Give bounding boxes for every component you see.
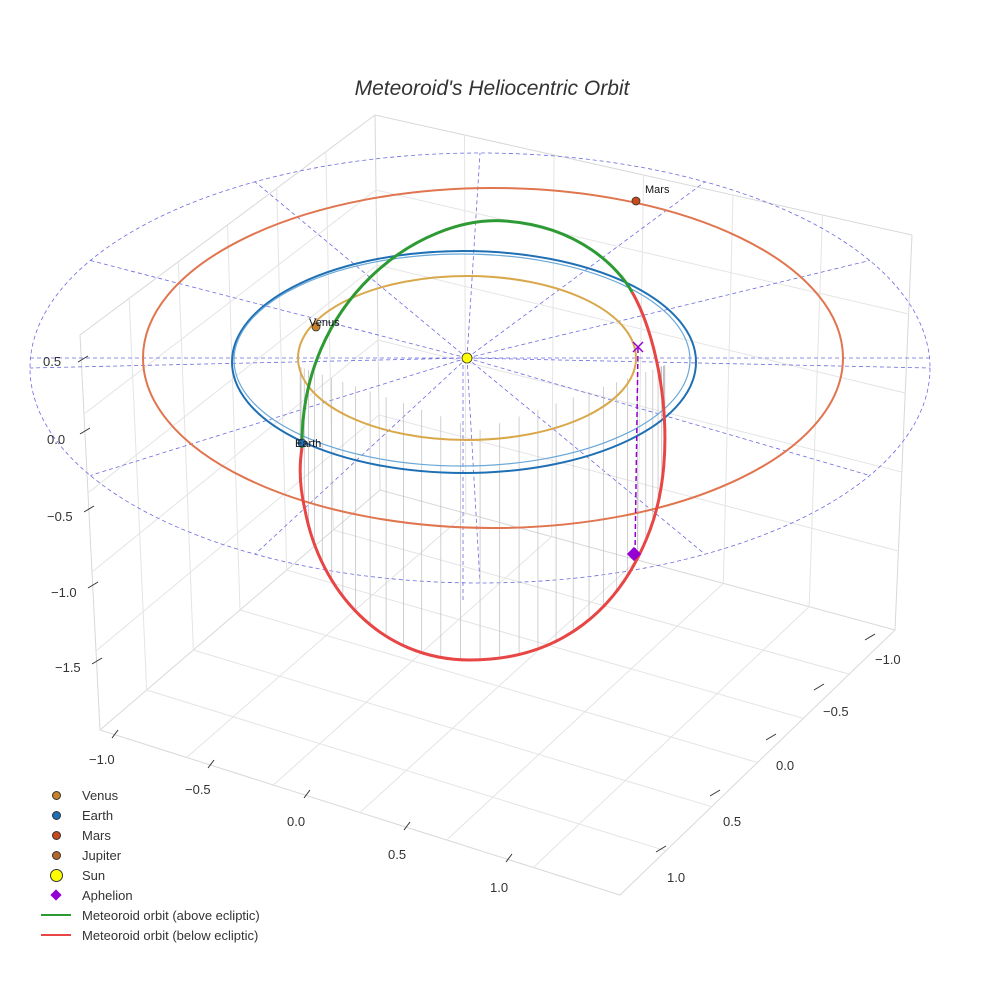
earth-orbit (231, 250, 697, 474)
y-tick-label: −1.0 (875, 652, 901, 667)
radial-guide-line (466, 181, 706, 359)
wall-grid-line (87, 264, 378, 494)
aphelion-projection-x (632, 341, 644, 353)
wall-grid-line (325, 151, 334, 531)
chart-title: Meteoroid's Heliocentric Orbit (355, 77, 631, 100)
legend-label: Earth (82, 807, 114, 823)
legend-label: Sun (82, 867, 106, 883)
y-tick-label: 0.0 (776, 758, 794, 773)
y-axis: −1.0 −0.5 0.0 0.5 1.0 (655, 633, 901, 885)
radial-guide-line (466, 260, 870, 359)
x-tick-label: 0.5 (388, 847, 406, 862)
legend-swatch (40, 825, 72, 845)
wall-grid-line (95, 414, 380, 652)
mars-orbit (142, 187, 844, 529)
legend: Venus Earth Mars Jupiter Sun Aphelion Meteoroi… (40, 785, 260, 945)
venus-marker (311, 322, 321, 332)
wall-grid-line (276, 188, 288, 571)
y-tick-label: 1.0 (667, 870, 685, 885)
legend-label: Meteoroid orbit (below ecliptic) (82, 927, 259, 943)
floor-grid-line (239, 609, 758, 763)
floor-grid-line (333, 529, 850, 675)
legend-item[interactable]: Aphelion (40, 885, 260, 905)
wall-grid-line (464, 134, 467, 514)
wall-grid-line (376, 264, 906, 394)
wall-grid-line (551, 154, 555, 537)
z-tick-label: −0.5 (47, 509, 73, 524)
axes-box (79, 114, 913, 896)
legend-swatch (40, 805, 72, 825)
wall-grid-line (722, 194, 734, 584)
wall-grid-line (808, 214, 823, 607)
wall-grid-line (375, 189, 909, 315)
aphelion-projection-line (634, 347, 639, 555)
venus-orbit (297, 275, 637, 441)
legend-item[interactable]: Mars (40, 825, 260, 845)
x-tick-label: 1.0 (490, 880, 508, 895)
sun-marker (461, 352, 473, 364)
z-tick-label: −1.0 (51, 585, 77, 600)
meteoroid-orbit-above (300, 219, 634, 449)
legend-swatch (40, 785, 72, 805)
x-tick-label: −0.5 (185, 782, 211, 797)
venus-label: Venus (309, 317, 340, 329)
earth-marker (297, 438, 307, 448)
legend-label: Mars (82, 827, 111, 843)
wall-grid-line (128, 298, 148, 691)
legend-item[interactable]: Meteoroid orbit (above ecliptic) (40, 905, 260, 925)
legend-swatch (40, 925, 72, 945)
x-tick-label: −1.0 (89, 752, 115, 767)
legend-label: Venus (82, 787, 119, 803)
z-tick-label: 0.0 (47, 432, 65, 447)
legend-item[interactable]: Meteoroid orbit (below ecliptic) (40, 925, 260, 945)
y-tick-label: −0.5 (823, 704, 849, 719)
x-tick-label: 0.0 (287, 814, 305, 829)
x-axis: −1.0 −0.5 0.0 0.5 1.0 (89, 729, 513, 895)
radial-guide-line (29, 357, 468, 369)
legend-label: Meteoroid orbit (above ecliptic) (82, 907, 260, 923)
wall-grid-line (177, 261, 194, 651)
legend-swatch (40, 885, 72, 905)
wall-grid-line (83, 189, 377, 415)
radial-guide-line (254, 181, 468, 359)
radial-guide-line (466, 152, 481, 359)
wall-grid-line (377, 339, 902, 473)
meteoroid-orbit-below (298, 291, 667, 662)
wall-grid-line (637, 174, 644, 561)
radial-guide-line (254, 357, 468, 555)
legend-swatch (40, 905, 72, 925)
z-tick-label: 0.5 (43, 354, 61, 369)
wall-grid-line (378, 414, 899, 552)
radial-guide-line (466, 357, 870, 476)
wall-grid-line (91, 339, 379, 573)
legend-swatch (40, 865, 72, 885)
grid-lines (83, 134, 909, 868)
z-tick-label: −1.5 (55, 660, 81, 675)
earth-label: Earth (295, 438, 321, 450)
legend-label: Aphelion (82, 887, 133, 903)
legend-item[interactable]: Sun (40, 865, 260, 885)
legend-item[interactable]: Earth (40, 805, 260, 825)
mars-label: Mars (645, 184, 670, 196)
aphelion-marker (626, 546, 642, 562)
mars-marker (631, 196, 641, 206)
earth-orbit-inner (233, 253, 691, 467)
legend-label: Jupiter (82, 847, 122, 863)
radial-guide-line (466, 357, 481, 584)
radial-guide-line (90, 260, 468, 359)
legend-item[interactable]: Venus (40, 785, 260, 805)
radial-guide-line (90, 357, 468, 476)
z-axis: 0.5 0.0 −0.5 −1.0 −1.5 (43, 354, 103, 675)
legend-swatch (40, 845, 72, 865)
floor-grid-line (286, 569, 804, 719)
y-tick-label: 0.5 (723, 814, 741, 829)
radial-guide-line (466, 357, 931, 369)
legend-item[interactable]: Jupiter (40, 845, 260, 865)
floor-grid-line (532, 606, 810, 868)
wall-grid-line (227, 224, 241, 611)
